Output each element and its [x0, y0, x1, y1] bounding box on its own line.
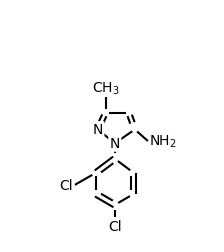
Text: Cl: Cl: [60, 178, 73, 192]
Text: Cl: Cl: [108, 219, 122, 233]
Text: N: N: [110, 137, 120, 151]
Text: NH$_2$: NH$_2$: [149, 133, 177, 150]
Text: N: N: [93, 123, 103, 137]
Text: CH$_3$: CH$_3$: [92, 80, 119, 96]
